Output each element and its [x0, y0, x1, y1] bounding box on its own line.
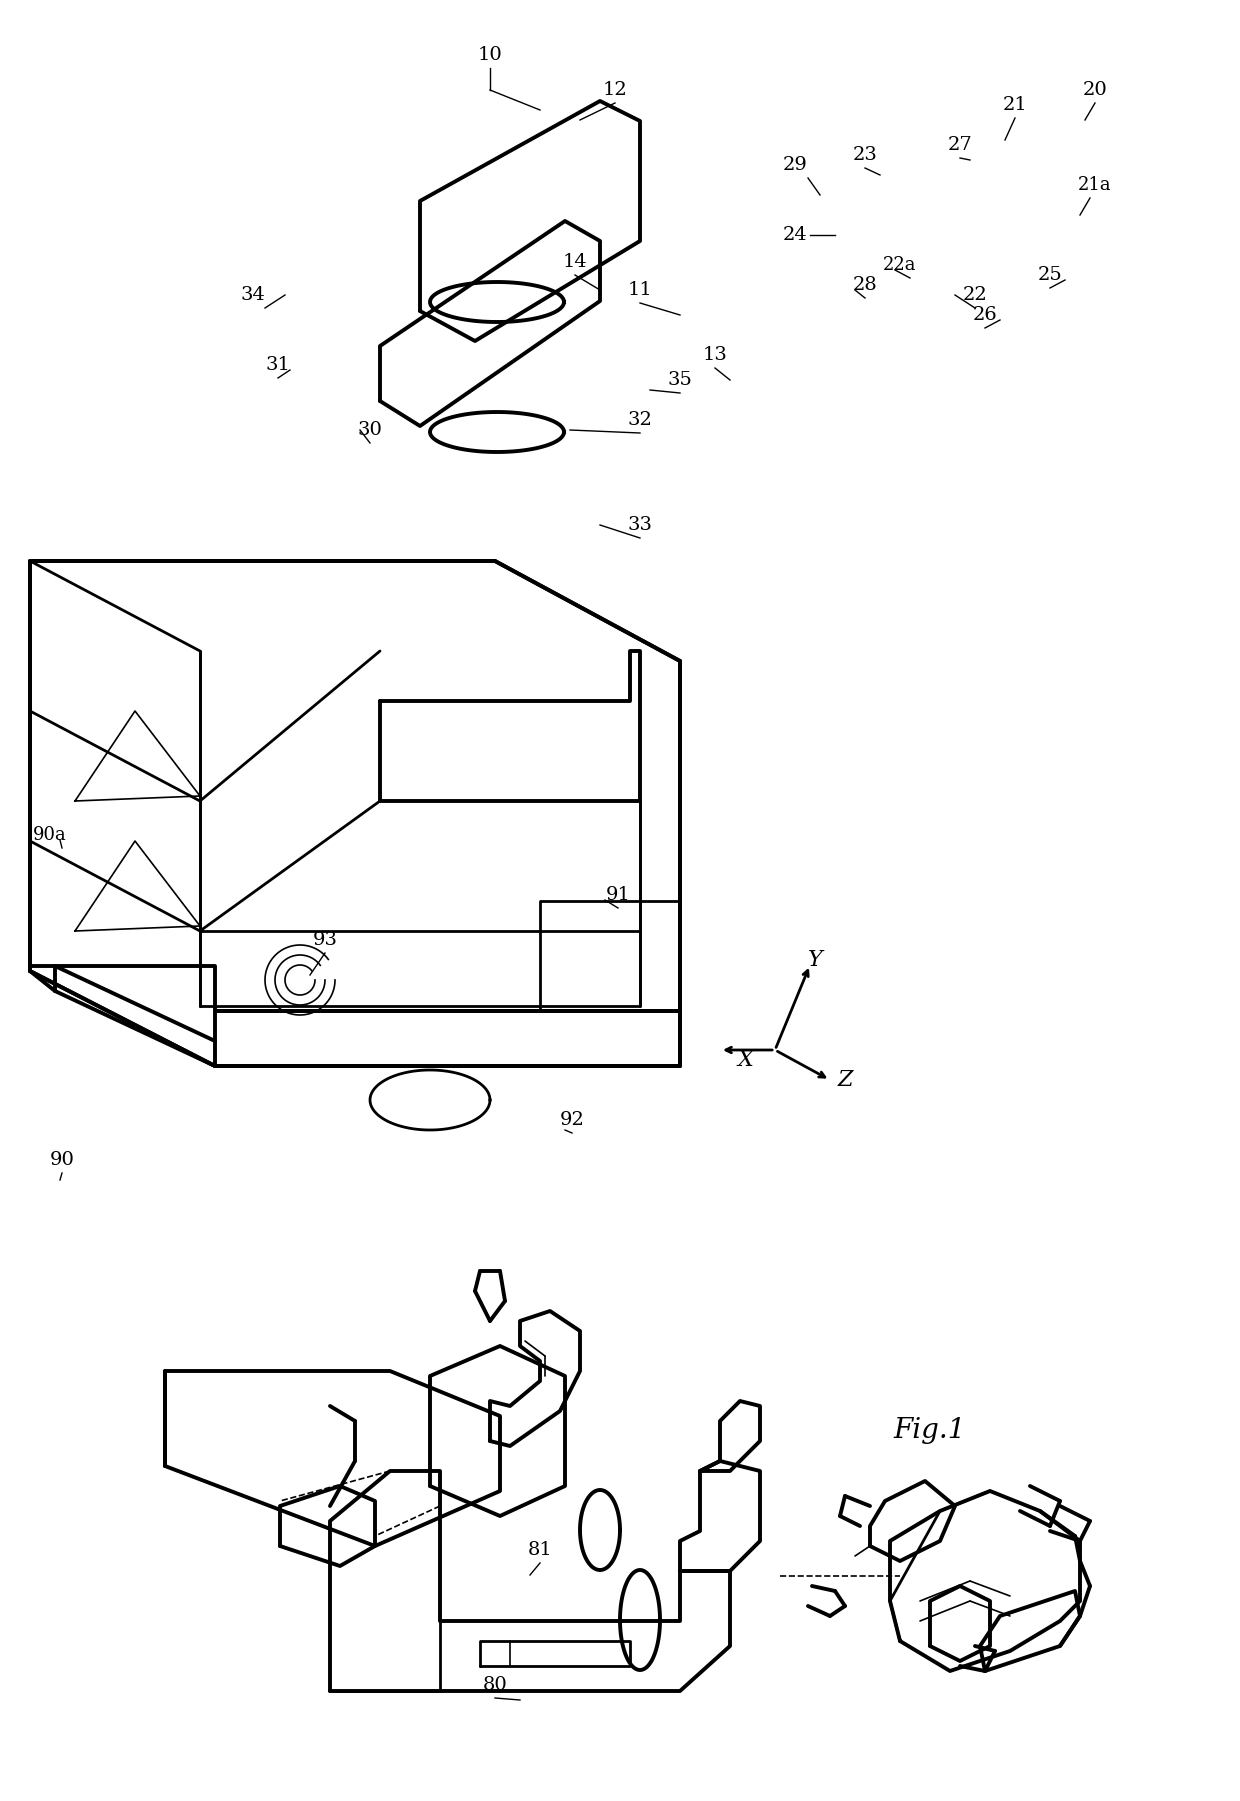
- Text: 24: 24: [782, 225, 807, 243]
- Text: 23: 23: [853, 146, 878, 164]
- Text: 29: 29: [782, 157, 807, 175]
- Text: 91: 91: [605, 886, 630, 904]
- Text: 90a: 90a: [33, 827, 67, 845]
- Text: 12: 12: [603, 81, 627, 99]
- Text: 92: 92: [559, 1111, 584, 1129]
- Text: 30: 30: [357, 421, 382, 439]
- Text: X: X: [737, 1048, 753, 1072]
- Text: 25: 25: [1038, 267, 1063, 285]
- Text: 32: 32: [627, 411, 652, 429]
- Text: 20: 20: [1083, 81, 1107, 99]
- Text: 21a: 21a: [1079, 176, 1112, 195]
- Text: 28: 28: [853, 276, 878, 294]
- Text: Z: Z: [837, 1070, 853, 1091]
- Text: 31: 31: [265, 357, 290, 375]
- Text: 14: 14: [563, 252, 588, 270]
- Text: 34: 34: [241, 286, 265, 304]
- Text: 13: 13: [703, 346, 728, 364]
- Text: Fig.1: Fig.1: [894, 1417, 966, 1443]
- Text: 21: 21: [1003, 95, 1028, 113]
- Text: 93: 93: [312, 931, 337, 949]
- Text: 90: 90: [50, 1151, 74, 1169]
- Text: 26: 26: [972, 306, 997, 324]
- Text: 11: 11: [627, 281, 652, 299]
- Text: 81: 81: [528, 1542, 552, 1560]
- Text: 27: 27: [947, 137, 972, 155]
- Text: Y: Y: [807, 949, 822, 971]
- Text: 35: 35: [667, 371, 692, 389]
- Text: 80: 80: [482, 1677, 507, 1695]
- Text: 10: 10: [477, 47, 502, 65]
- Text: 22a: 22a: [883, 256, 916, 274]
- Text: 33: 33: [627, 517, 652, 535]
- Text: 22: 22: [962, 286, 987, 304]
